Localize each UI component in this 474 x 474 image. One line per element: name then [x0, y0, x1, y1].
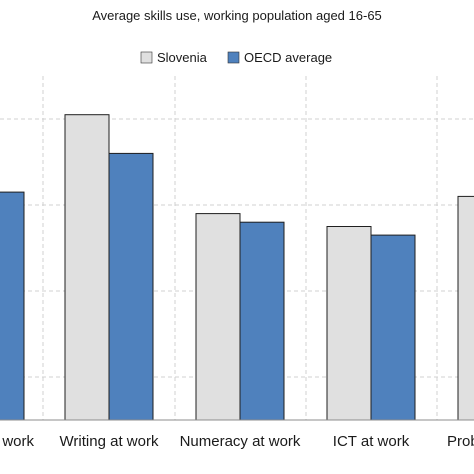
- chart-title: Average skills use, working population a…: [92, 8, 382, 23]
- legend-swatch-slovenia: [140, 51, 153, 64]
- legend: Slovenia OECD average: [140, 50, 332, 65]
- x-tick-label: Writing at work: [60, 433, 159, 450]
- legend-swatch-oecd: [227, 51, 240, 64]
- legend-label-oecd: OECD average: [244, 50, 332, 65]
- bars: [0, 114, 474, 421]
- x-tick-label: ICT at work: [333, 433, 410, 450]
- x-tick-label: Prob: [447, 433, 474, 450]
- bar-oecd-2: [239, 221, 285, 421]
- bar-oecd-3: [370, 234, 416, 421]
- bar-oecd-0: [0, 191, 25, 421]
- bar-slovenia-1: [64, 114, 110, 421]
- legend-label-slovenia: Slovenia: [157, 50, 208, 65]
- x-axis-labels: work Writing at work Numeracy at work ICT a…: [1, 433, 474, 450]
- x-tick-label: Numeracy at work: [180, 433, 301, 450]
- bar-slovenia-3: [326, 226, 372, 421]
- x-tick-label: work: [1, 433, 34, 450]
- bar-slovenia-2: [195, 213, 241, 421]
- bar-oecd-1: [108, 152, 154, 421]
- bar-slovenia-4: [457, 195, 474, 421]
